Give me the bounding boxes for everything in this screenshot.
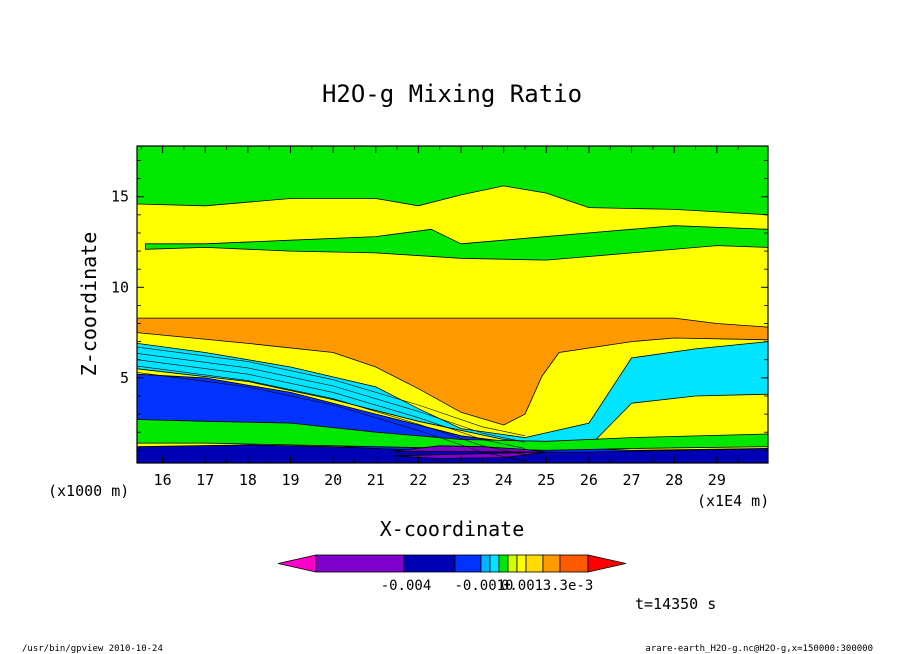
chart-title: H2O-g Mixing Ratio <box>322 80 582 108</box>
x-tick-label: 21 <box>367 471 385 489</box>
colorbar-tick-label: 3.3e-3 <box>543 578 594 594</box>
x-tick-label: 24 <box>495 471 513 489</box>
shear-contour-line <box>137 353 526 443</box>
colorbar-max-extension <box>587 554 627 573</box>
contour-layers <box>137 146 768 463</box>
x-tick-label: 25 <box>537 471 555 489</box>
y-unit-label: (x1000 m) <box>48 482 129 500</box>
shear-contour-line <box>137 372 526 462</box>
x-tick-label: 17 <box>196 471 214 489</box>
orange-layer <box>137 317 768 426</box>
navy-surface-band <box>137 444 768 463</box>
colorbar-segment <box>454 554 482 573</box>
colorbar-segment <box>315 554 405 573</box>
colorbar-tick-label: 0.001 <box>501 578 543 594</box>
x-tick-label: 26 <box>580 471 598 489</box>
x-tick-label: 29 <box>708 471 726 489</box>
x-axis-title: X-coordinate <box>380 517 525 541</box>
colorbar-min-extension <box>277 554 317 573</box>
x-unit-label: (x1E4 m) <box>697 492 769 510</box>
x-tick-label: 27 <box>623 471 641 489</box>
y-tick-label: 15 <box>111 188 129 206</box>
colorbar-segment <box>542 554 561 573</box>
contour-detail-lines <box>137 346 526 462</box>
shear-contour-line <box>137 346 526 437</box>
mid-green-band <box>145 225 768 261</box>
colorbar-segment <box>480 554 491 573</box>
shear-contour-line <box>137 359 526 449</box>
plot-frame <box>136 145 769 464</box>
colorbar-segment <box>498 554 509 573</box>
y-tick-label: 10 <box>111 278 129 296</box>
time-label: t=14350 s <box>635 595 716 613</box>
footer-left: /usr/bin/gpview 2010-10-24 <box>22 644 163 654</box>
x-tick-label: 20 <box>324 471 342 489</box>
x-tick-label: 16 <box>154 471 172 489</box>
y-axis-title: Z-coordinate <box>77 232 101 377</box>
x-tick-label: 22 <box>409 471 427 489</box>
colorbar-segment <box>525 554 544 573</box>
colorbar-segment <box>489 554 500 573</box>
colorbar-segment <box>507 554 518 573</box>
lower-green-band <box>137 419 768 451</box>
colorbar-tick-label: -0.004 <box>381 578 432 594</box>
colorbar-segment <box>559 554 589 573</box>
colorbar-tick-label: -0.0010 <box>454 578 513 594</box>
y-tick-label: 5 <box>120 369 129 387</box>
x-tick-label: 19 <box>281 471 299 489</box>
axis-ticks: 16 17 18 19 20 21 22 23 24 25 26 27 28 29 5 10 15 <box>111 146 768 489</box>
upper-green-band <box>137 146 768 216</box>
x-tick-label: 28 <box>665 471 683 489</box>
purple-surface-patch <box>392 445 547 459</box>
footer-right: arare-earth_H2O-g.nc@H2O-g,x=150000:3000… <box>645 644 873 654</box>
x-tick-label: 18 <box>239 471 257 489</box>
colorbar-segment <box>403 554 456 573</box>
cyan-band <box>137 341 768 448</box>
colorbar-segment <box>516 554 527 573</box>
shear-contour-line <box>137 365 526 456</box>
x-tick-label: 23 <box>452 471 470 489</box>
